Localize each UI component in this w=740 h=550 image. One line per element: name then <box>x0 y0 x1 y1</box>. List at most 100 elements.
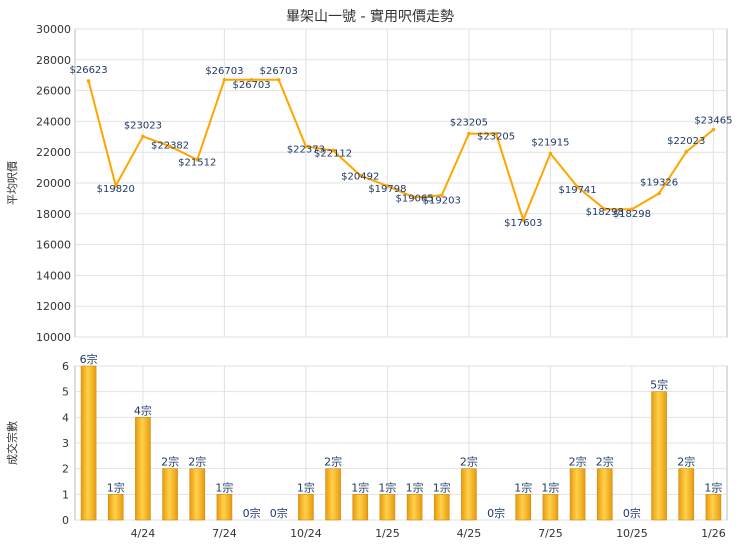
price-y-tick-label: 14000 <box>36 269 71 282</box>
transactions-data-label: 2宗 <box>596 455 614 469</box>
price-data-label: $19203 <box>423 195 461 206</box>
transactions-data-label: 2宗 <box>569 455 587 469</box>
price-point <box>304 144 308 149</box>
transactions-data-label: 2宗 <box>460 455 478 469</box>
transactions-data-label: 0宗 <box>623 506 641 520</box>
transactions-data-label: 0宗 <box>243 506 261 520</box>
price-point <box>575 185 580 189</box>
price-y-axis-label: 平均呎價 <box>5 161 19 205</box>
price-y-tick-label: 28000 <box>36 54 71 67</box>
price-data-label: $19326 <box>640 177 678 188</box>
transactions-y-tick-label: 2 <box>62 463 69 476</box>
price-y-tick-label: 22000 <box>36 146 71 159</box>
price-data-label: $17603 <box>504 218 542 229</box>
price-point <box>684 150 689 154</box>
price-point <box>711 127 716 132</box>
price-data-label: $23205 <box>477 132 515 143</box>
price-data-label: $18298 <box>613 209 651 220</box>
transactions-bar <box>298 494 314 521</box>
price-y-tick-label: 26000 <box>36 85 71 98</box>
price-data-label: $21915 <box>531 138 569 149</box>
transactions-data-label: 0宗 <box>270 506 288 520</box>
transactions-data-label: 1宗 <box>215 480 233 494</box>
transactions-bar-panel: 0 1 2 3 4 5 6 4/24 7/24 10/24 1/25 4/25 7/25 10/25 1/2… <box>5 352 728 540</box>
transactions-bar <box>678 468 695 521</box>
price-data-label: $26703 <box>205 66 243 77</box>
price-point <box>385 184 390 188</box>
price-data-label: $19820 <box>97 184 135 195</box>
transactions-data-label: 1宗 <box>704 480 722 494</box>
price-point <box>657 191 661 196</box>
price-point <box>548 151 553 156</box>
price-data-label: $22373 <box>287 144 325 155</box>
transactions-data-label: 5宗 <box>650 378 668 392</box>
x-tick-label: 7/24 <box>212 527 237 540</box>
price-point <box>602 207 607 212</box>
transactions-bar <box>325 468 341 521</box>
transactions-bar <box>107 494 124 521</box>
price-data-label: $23205 <box>450 118 488 129</box>
price-y-tick-label: 18000 <box>36 208 71 221</box>
transactions-y-tick-label: 4 <box>62 411 69 424</box>
transactions-y-tick-label: 1 <box>62 488 69 501</box>
transactions-data-label: 2宗 <box>677 455 695 469</box>
price-point <box>276 77 281 82</box>
price-point <box>195 157 200 162</box>
price-point <box>249 77 254 82</box>
transactions-data-label: 6宗 <box>80 352 98 366</box>
price-point <box>168 144 172 149</box>
transactions-bar <box>542 494 559 521</box>
price-series-line <box>87 78 715 223</box>
price-point <box>222 77 227 82</box>
transactions-bar <box>189 468 206 521</box>
price-data-label: $22023 <box>667 136 705 147</box>
price-data-label: $22112 <box>314 148 352 159</box>
transactions-data-label: 1宗 <box>378 480 396 494</box>
price-point <box>412 195 417 200</box>
transactions-bar <box>352 494 369 521</box>
transactions-data-label: 1宗 <box>406 480 424 494</box>
x-tick-label: 4/24 <box>131 527 156 540</box>
transactions-bar <box>461 468 477 521</box>
x-tick-label: 10/24 <box>290 527 322 540</box>
price-point <box>439 193 444 198</box>
chart-title: 畢架山一號 - 實用呎價走勢 <box>286 9 454 25</box>
transactions-data-label: 1宗 <box>541 480 559 494</box>
transactions-bar <box>705 494 722 521</box>
transactions-data-label: 1宗 <box>107 480 125 494</box>
price-point <box>467 131 471 136</box>
x-tick-label: 7/25 <box>538 527 563 540</box>
price-data-label: $26703 <box>232 80 270 91</box>
price-data-label: $18298 <box>586 207 624 218</box>
transactions-y-tick-label: 3 <box>62 437 69 450</box>
price-data-label: $20492 <box>341 171 379 182</box>
transactions-bar <box>596 468 613 521</box>
transactions-y-tick-label: 0 <box>62 514 69 527</box>
price-point <box>521 218 526 222</box>
transactions-data-label: 1宗 <box>433 480 451 494</box>
transactions-bar <box>379 494 396 521</box>
transactions-bar <box>135 417 151 521</box>
price-point <box>86 79 91 83</box>
x-tick-label: 1/25 <box>375 527 400 540</box>
price-data-label: $23023 <box>124 120 162 131</box>
transactions-bar <box>569 468 586 521</box>
price-point <box>113 183 118 188</box>
transactions-data-label: 4宗 <box>134 403 152 417</box>
price-data-label: $22382 <box>151 140 189 151</box>
price-data-label: $21512 <box>178 158 216 169</box>
price-y-tick-label: 30000 <box>36 23 71 36</box>
transactions-bar <box>433 494 450 521</box>
price-y-tick-label: 10000 <box>36 331 71 344</box>
price-y-tick-label: 24000 <box>36 115 71 128</box>
price-point <box>630 207 634 212</box>
price-data-label: $19798 <box>368 184 406 195</box>
price-data-label: $26623 <box>69 65 107 76</box>
transactions-data-label: 2宗 <box>324 455 342 469</box>
price-point <box>494 131 498 136</box>
x-tick-label: 4/25 <box>457 527 482 540</box>
transactions-y-axis-label: 成交宗數 <box>5 421 19 465</box>
transactions-data-label: 1宗 <box>514 480 532 494</box>
price-line-panel: 10000 12000 14000 16000 18000 20000 22000 24000… <box>5 23 733 344</box>
